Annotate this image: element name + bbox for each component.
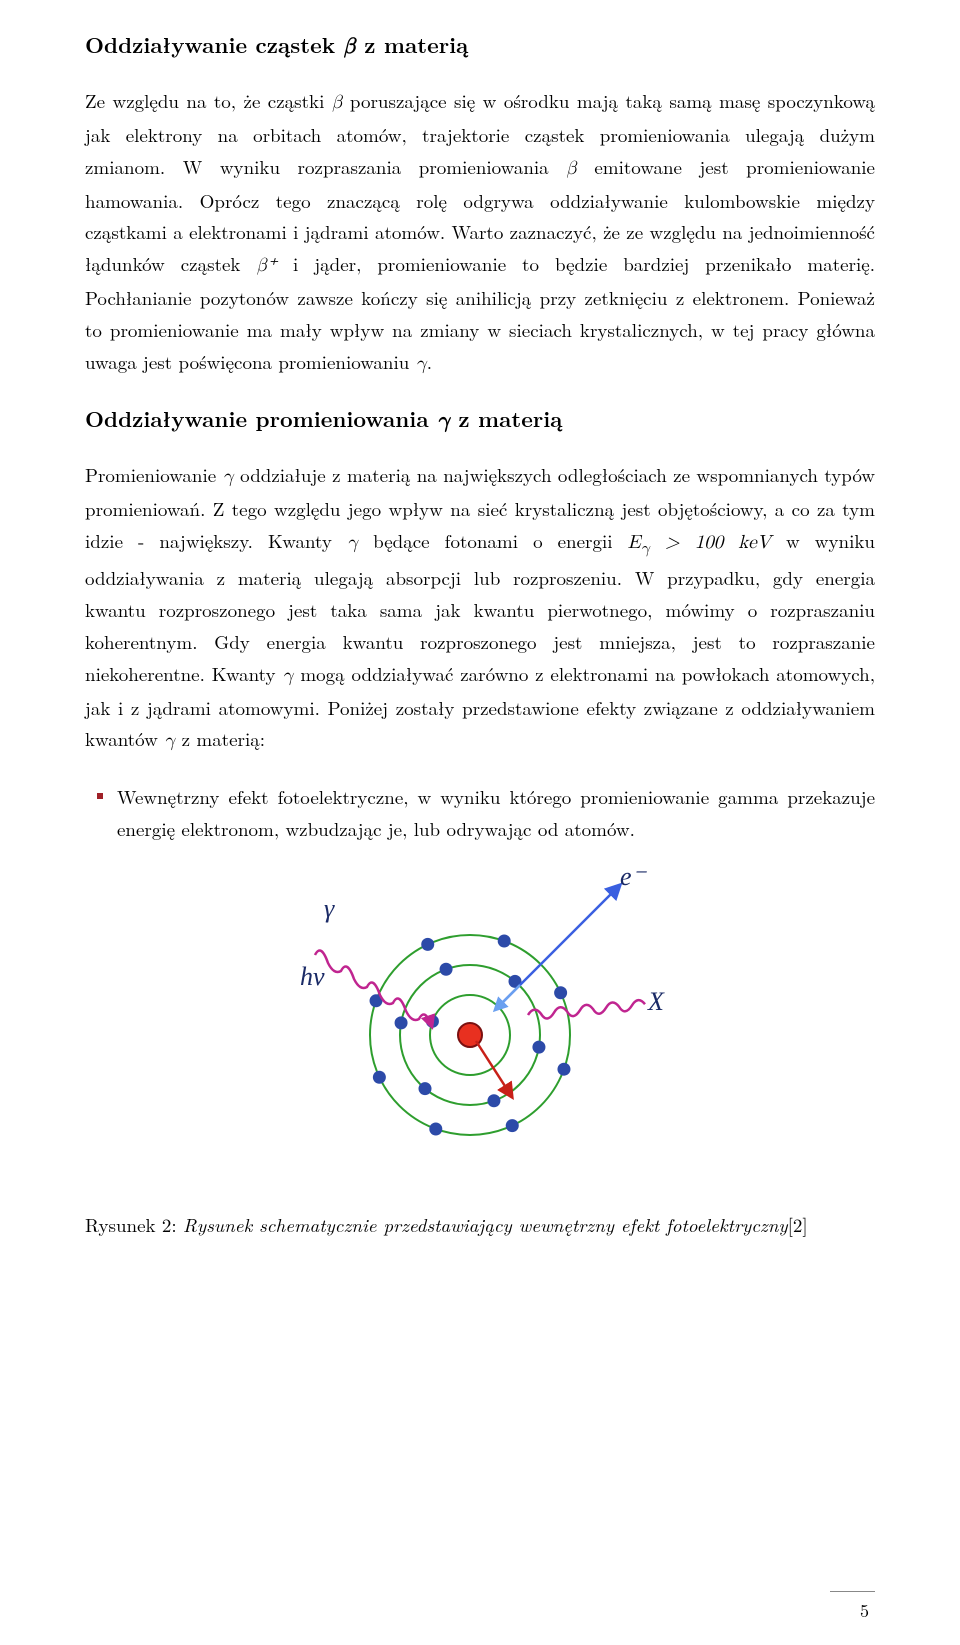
heading-text-post: z materią [356, 29, 469, 60]
text: z materią: [175, 725, 265, 752]
paragraph-gamma: Promieniowanie γ oddziałuje z materią na… [85, 459, 875, 758]
beta-symbol: β [566, 159, 577, 178]
text: będące fotonami o energii [358, 527, 628, 554]
svg-text:γ: γ [324, 894, 335, 923]
svg-text:e⁻: e⁻ [620, 865, 648, 891]
text: . [427, 348, 432, 375]
energy-expression: Eγ > 100 keV [628, 533, 771, 552]
list-item: Wewnętrzny efekt fotoelektryczne, w wyni… [85, 781, 875, 845]
figure-caption: Rysunek 2: Rysunek schematycznie przedst… [85, 1210, 875, 1239]
bullet-text: Wewnętrzny efekt fotoelektryczne, w wyni… [117, 783, 875, 842]
atom-diagram-svg: γ hν e⁻ X [280, 865, 680, 1185]
page-number: 5 [830, 1591, 875, 1623]
beta-plus-symbol: β⁺ [256, 256, 277, 275]
figure-photoelectric: γ hν e⁻ X [85, 865, 875, 1190]
gamma-symbol: γ [347, 533, 358, 552]
svg-text:hν: hν [300, 962, 325, 991]
beta-symbol: β [344, 36, 356, 58]
gamma-symbol: γ [416, 354, 427, 373]
beta-symbol: β [332, 93, 343, 112]
section-heading-beta: Oddziaływanie cząstek β z materią [85, 30, 875, 63]
gamma-symbol: γ [437, 410, 450, 432]
caption-lead: Rysunek 2: [85, 1211, 183, 1238]
gamma-symbol: γ [282, 666, 293, 685]
heading-text: Oddziaływanie cząstek [85, 29, 344, 60]
section-heading-gamma: Oddziaływanie promieniowania γ z materią [85, 404, 875, 437]
heading-text: Oddziaływanie promieniowania [85, 403, 437, 434]
heading-text-post: z materią [450, 403, 563, 434]
text: Promieniowanie [85, 461, 223, 488]
text: Ze względu na to, że cząstki [85, 87, 332, 114]
svg-text:X: X [647, 987, 665, 1016]
bullet-list: Wewnętrzny efekt fotoelektryczne, w wyni… [85, 781, 875, 845]
paragraph-beta: Ze względu na to, że cząstki β poruszają… [85, 85, 875, 380]
gamma-symbol: γ [223, 467, 234, 486]
gamma-symbol: γ [164, 731, 175, 750]
caption-body: Rysunek schematycznie przedstawiający we… [183, 1211, 788, 1238]
caption-ref: [2] [788, 1211, 808, 1238]
